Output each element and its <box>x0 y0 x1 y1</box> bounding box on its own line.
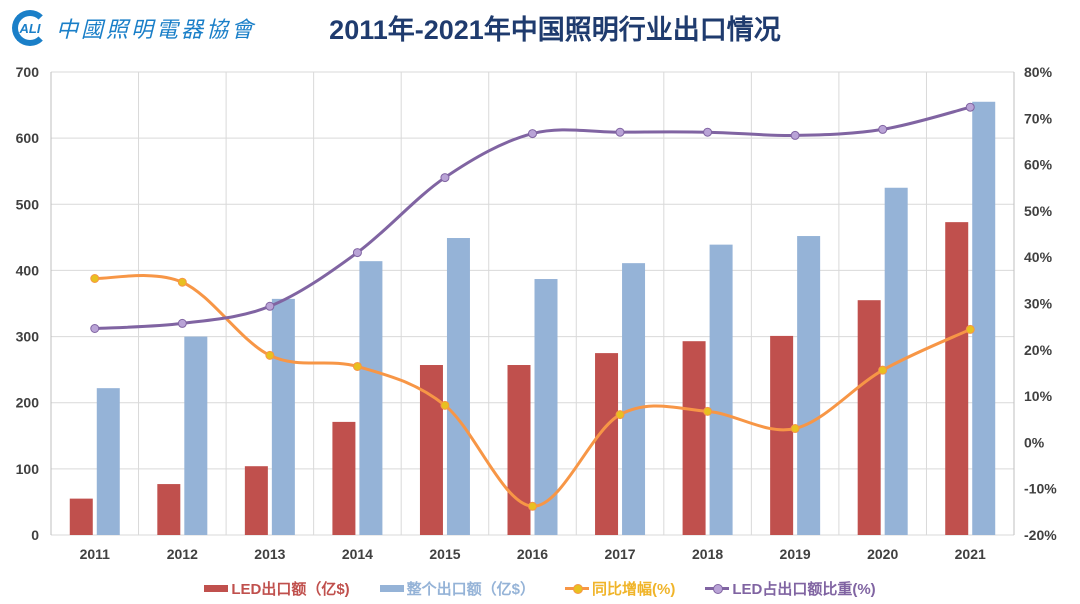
point-led-share <box>790 130 800 140</box>
x-tick-label: 2019 <box>780 546 811 562</box>
bar-led <box>945 222 969 535</box>
right-tick-label: -10% <box>1024 481 1057 497</box>
bar-led <box>857 300 881 535</box>
point-led-share <box>177 318 187 328</box>
bar-led <box>157 484 181 535</box>
right-tick-label: 0% <box>1024 434 1045 450</box>
x-tick-label: 2014 <box>342 546 373 562</box>
point-growth <box>352 361 362 371</box>
point-led-share <box>703 127 713 137</box>
bar-led <box>595 353 619 535</box>
bar-total <box>96 388 120 535</box>
right-tick-label: 20% <box>1024 342 1053 358</box>
bar-led <box>244 466 268 535</box>
left-tick-label: 300 <box>16 329 40 345</box>
left-tick-label: 400 <box>16 262 40 278</box>
right-tick-label: 80% <box>1024 64 1053 80</box>
point-growth <box>703 406 713 416</box>
x-tick-label: 2018 <box>692 546 723 562</box>
chart-title: 2011年-2021年中国照明行业出口情况 <box>329 15 781 45</box>
bar-total <box>622 263 646 535</box>
bar-led <box>770 335 794 535</box>
x-tick-label: 2011 <box>80 546 111 562</box>
bar-led <box>69 498 93 535</box>
right-tick-label: 40% <box>1024 249 1053 265</box>
right-tick-label: 60% <box>1024 157 1053 173</box>
point-growth <box>440 400 450 410</box>
x-tick-label: 2020 <box>867 546 898 562</box>
point-growth <box>878 365 888 375</box>
bar-total <box>446 238 470 536</box>
left-tick-label: 200 <box>16 395 40 411</box>
point-growth <box>615 410 625 420</box>
x-tick-label: 2021 <box>955 546 986 562</box>
legend-item: LED出口额（亿$) <box>204 578 350 599</box>
cali-logo: ALI 中國照明電器協會 <box>12 10 256 46</box>
point-led-share <box>528 129 537 139</box>
bar-total <box>709 244 733 535</box>
point-led-share <box>90 324 100 334</box>
right-tick-label: 30% <box>1024 296 1053 312</box>
point-growth <box>790 424 800 434</box>
bar-total <box>359 261 383 535</box>
bar-total <box>271 298 295 535</box>
right-tick-label: 50% <box>1024 203 1053 219</box>
legend-item: 整个出口额（亿$） <box>379 578 535 599</box>
legend-swatch <box>379 585 404 592</box>
legend-item: 同比增幅(%) <box>565 578 675 599</box>
x-tick-label: 2017 <box>604 546 635 562</box>
x-tick-label: 2016 <box>517 546 548 562</box>
right-tick-label: 10% <box>1024 388 1053 404</box>
legend-label: 同比增幅(%) <box>592 581 676 598</box>
bar-led <box>419 365 443 535</box>
point-growth <box>265 350 275 360</box>
legend-label: LED占出口额比重(%) <box>732 581 876 598</box>
point-led-share <box>352 248 362 258</box>
point-led-share <box>878 124 888 134</box>
left-tick-label: 0 <box>31 527 39 543</box>
bar-total <box>534 279 558 535</box>
bar-led <box>682 341 706 535</box>
legend: LED出口额（亿$) 整个出口额（亿$） 同比增幅(%) LED占出口额比重(%) <box>0 578 1080 599</box>
point-growth <box>90 273 100 283</box>
left-tick-label: 600 <box>16 130 40 146</box>
point-led-share <box>265 301 275 311</box>
x-tick-label: 2015 <box>429 546 460 562</box>
right-tick-label: 70% <box>1024 110 1053 126</box>
legend-swatch <box>705 584 730 594</box>
legend-item: LED占出口额比重(%) <box>705 578 876 599</box>
legend-label: 整个出口额（亿$） <box>406 581 535 598</box>
left-tick-label: 700 <box>16 64 40 80</box>
left-tick-label: 500 <box>16 196 40 212</box>
point-led-share <box>965 102 975 112</box>
x-tick-label: 2012 <box>167 546 198 562</box>
bar-total <box>797 236 821 535</box>
legend-swatch <box>565 584 589 594</box>
right-tick-label: -20% <box>1024 527 1057 543</box>
legend-label: LED出口额（亿$) <box>231 581 350 598</box>
point-led-share <box>440 173 450 183</box>
bar-led <box>507 365 531 535</box>
bar-total <box>972 101 996 535</box>
legend-swatch <box>204 585 229 592</box>
bar-led <box>332 421 356 535</box>
point-led-share <box>615 127 625 137</box>
x-tick-label: 2013 <box>254 546 285 562</box>
point-growth <box>965 324 975 334</box>
point-growth <box>177 277 187 287</box>
bar-total <box>184 336 208 535</box>
point-growth <box>528 501 537 511</box>
left-tick-label: 100 <box>16 461 40 477</box>
